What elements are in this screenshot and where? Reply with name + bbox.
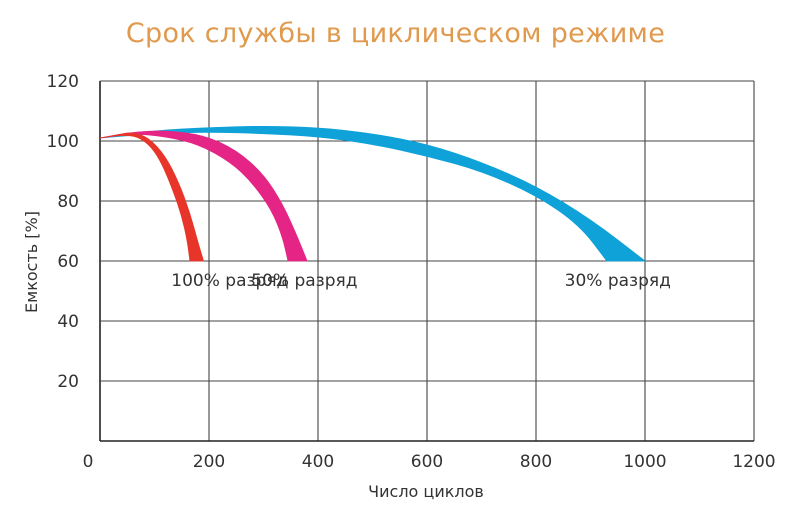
band-label: 30% разряд: [565, 271, 671, 291]
x-tick-label: 800: [520, 452, 552, 472]
y-tick-label: 40: [57, 312, 79, 332]
x-tick-label: 400: [302, 452, 334, 472]
y-axis-label: Емкость [%]: [22, 211, 41, 313]
series-areas: [99, 125, 647, 262]
series-band-100-percent: [99, 132, 205, 262]
x-tick-label: 1200: [732, 452, 775, 472]
series-band-30-percent: [99, 125, 647, 262]
series-band-50-percent: [99, 130, 308, 262]
y-tick-label: 60: [57, 252, 79, 272]
x-tick-label: 0: [83, 452, 94, 472]
y-tick-label: 120: [47, 72, 79, 92]
band-label: 50% разряд: [251, 271, 357, 291]
x-tick-label: 200: [193, 452, 225, 472]
band-label: 100% разряд: [171, 271, 288, 291]
x-axis-label: Число циклов: [368, 482, 484, 501]
x-tick-label: 600: [411, 452, 443, 472]
y-tick-label: 80: [57, 192, 79, 212]
y-tick-label: 20: [57, 372, 79, 392]
chart-title: Срок службы в циклическом режиме: [125, 18, 666, 49]
x-tick-label: 1000: [623, 452, 666, 472]
y-tick-label: 100: [47, 132, 79, 152]
tick-labels: 0 200 400 600 800 1000 1200 20 40 60 80 100 120: [47, 72, 776, 472]
